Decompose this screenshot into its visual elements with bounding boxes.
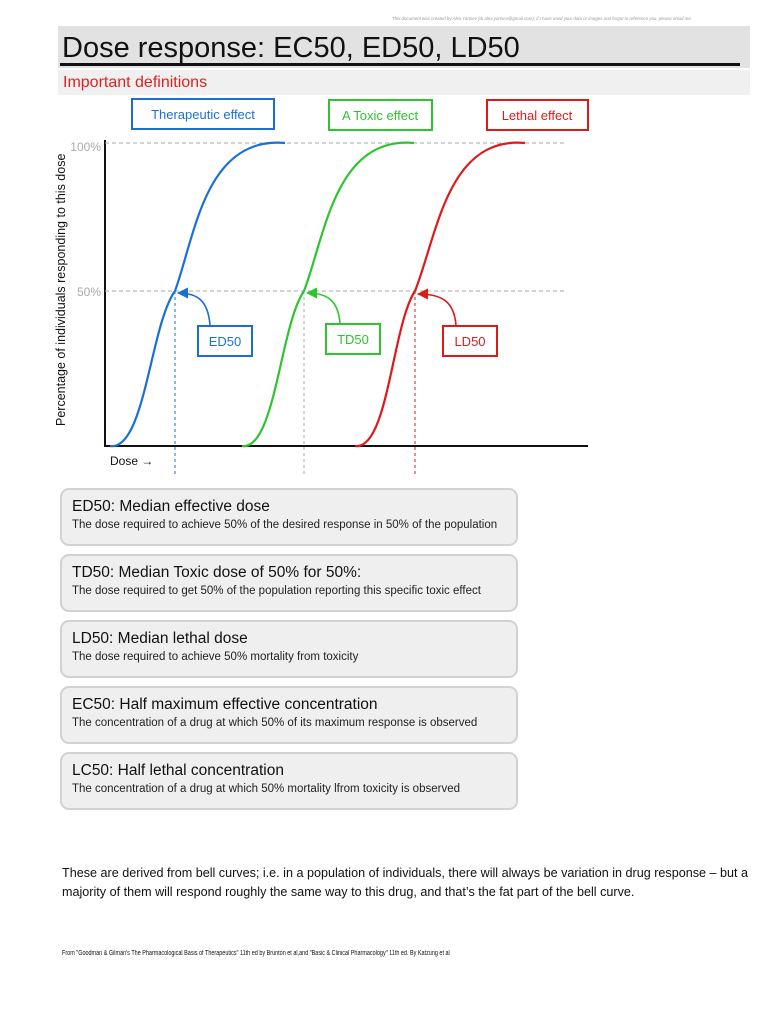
credit-line: This document was created by Alex Yartse… bbox=[392, 16, 692, 21]
ed50-arrow-icon bbox=[176, 287, 211, 326]
legend-label-lethal: Lethal effect bbox=[502, 108, 573, 123]
subtitle-bar bbox=[58, 70, 750, 95]
definition-term: LC50: Half lethal concentration bbox=[72, 762, 284, 779]
y-axis-label: Percentage of individuals responding to … bbox=[54, 154, 68, 426]
legend-box-toxic bbox=[328, 99, 433, 131]
ld50-arrow-icon bbox=[416, 288, 457, 326]
x-axis-label: Dose → bbox=[110, 454, 153, 468]
title-bar bbox=[58, 26, 750, 68]
definition-description: The dose required to achieve 50% mortali… bbox=[72, 651, 359, 663]
definition-description: The concentration of a drug at which 50%… bbox=[72, 783, 460, 795]
legend-box-lethal bbox=[486, 99, 589, 131]
ld50-label: LD50 bbox=[454, 334, 485, 349]
definition-term: EC50: Half maximum effective concentrati… bbox=[72, 696, 378, 713]
explanation-paragraph: These are derived from bell curves; i.e.… bbox=[62, 866, 749, 899]
y-tick-label-100: 100% bbox=[70, 140, 101, 154]
definitions-list: ED50: Median effective dose The dose req… bbox=[60, 488, 518, 818]
definition-lc50: LC50: Half lethal concentration The conc… bbox=[60, 752, 518, 810]
definition-ec50: EC50: Half maximum effective concentrati… bbox=[60, 686, 518, 744]
legend-box-therapeutic bbox=[131, 98, 275, 130]
title-underline bbox=[60, 63, 740, 66]
section-subtitle: Important definitions bbox=[63, 74, 208, 91]
definition-term: ED50: Median effective dose bbox=[72, 498, 270, 515]
legend-label-therapeutic: Therapeutic effect bbox=[151, 107, 255, 122]
definition-td50: TD50: Median Toxic dose of 50% for 50%: … bbox=[60, 554, 518, 612]
definition-description: The dose required to achieve 50% of the … bbox=[72, 519, 498, 531]
definition-ed50: ED50: Median effective dose The dose req… bbox=[60, 488, 518, 546]
definition-term: TD50: Median Toxic dose of 50% for 50%: bbox=[72, 564, 362, 581]
dose-response-chart: 100% 50% Percentage of individuals respo… bbox=[54, 98, 589, 476]
curve-toxic bbox=[241, 141, 415, 448]
curve-therapeutic bbox=[109, 141, 286, 448]
definition-description: The concentration of a drug at which 50%… bbox=[72, 717, 478, 729]
y-tick-label-50: 50% bbox=[77, 285, 101, 299]
page-title: Dose response: EC50, ED50, LD50 bbox=[62, 32, 520, 64]
legend-label-toxic: A Toxic effect bbox=[342, 108, 419, 123]
ed50-label: ED50 bbox=[209, 334, 242, 349]
td50-arrow-icon bbox=[305, 287, 341, 324]
definition-ld50: LD50: Median lethal dose The dose requir… bbox=[60, 620, 518, 678]
td50-label-box bbox=[325, 323, 381, 355]
ed50-label-box bbox=[197, 325, 253, 357]
definition-description: The dose required to get 50% of the popu… bbox=[72, 585, 481, 597]
definition-term: LD50: Median lethal dose bbox=[72, 630, 248, 647]
curve-lethal bbox=[354, 141, 526, 448]
td50-label: TD50 bbox=[337, 332, 369, 347]
ld50-label-box bbox=[442, 325, 498, 357]
source-citation: From "Goodman & Gilman's The Pharmacolog… bbox=[62, 950, 450, 957]
